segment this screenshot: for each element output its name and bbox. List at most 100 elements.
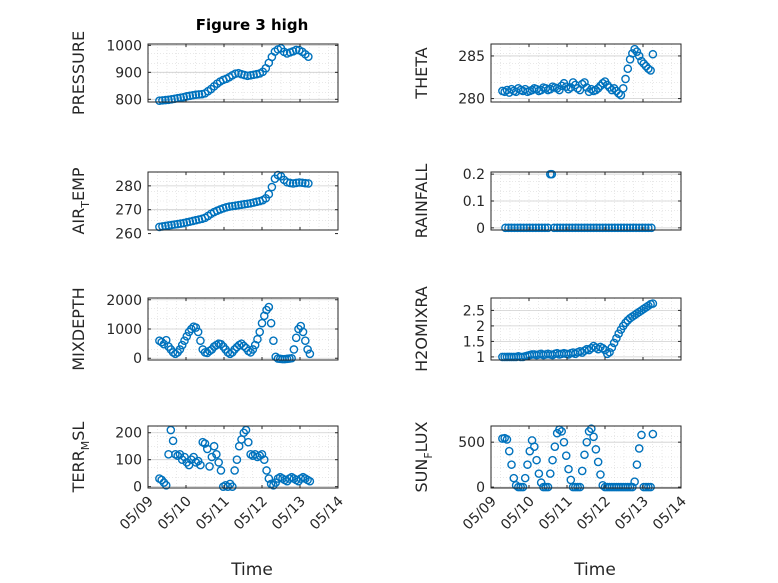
data-point (602, 349, 612, 359)
data-point (646, 482, 655, 492)
data-point (175, 450, 185, 459)
x-axis-label-left: Time (230, 560, 273, 580)
data-point (566, 475, 576, 485)
data-point (525, 446, 535, 456)
data-point (269, 481, 278, 490)
data-point (589, 223, 598, 233)
y-axis-label: THETA (412, 47, 431, 99)
data-point (621, 318, 630, 328)
axes-box (490, 425, 682, 489)
x-tick-label: 05/10 (155, 494, 195, 534)
data-point (573, 84, 582, 93)
data-point (593, 84, 603, 93)
data-point (550, 442, 560, 451)
data-point (582, 437, 592, 447)
y-tick-label: 0.2 (463, 167, 485, 183)
data-point (516, 223, 525, 233)
x-tick-label: 05/10 (498, 494, 538, 534)
data-point (557, 81, 566, 91)
data-point (593, 457, 603, 467)
data-point (609, 84, 619, 93)
x-tick-label: 05/12 (231, 494, 271, 534)
data-point (530, 442, 539, 451)
data-point (630, 477, 639, 487)
data-point (291, 333, 301, 343)
data-point (157, 475, 166, 485)
data-point (621, 74, 630, 84)
data-point (182, 458, 192, 467)
data-point (209, 441, 219, 451)
data-point (605, 347, 614, 357)
data-point (598, 343, 608, 353)
data-point (637, 430, 646, 440)
x-tick-label: 05/09 (460, 494, 500, 534)
data-point (513, 223, 522, 233)
y-axis-label: H2OMIXRA (412, 286, 431, 372)
data-point (159, 478, 169, 487)
data-point (582, 83, 592, 92)
data-point (509, 473, 519, 483)
data-point (580, 223, 589, 233)
data-point (555, 85, 564, 95)
data-point (561, 82, 571, 91)
y-tick-label: 100 (115, 453, 142, 469)
data-point (305, 349, 315, 359)
data-point (194, 90, 204, 99)
data-point (616, 90, 626, 100)
data-point (583, 223, 592, 233)
data-point (207, 452, 217, 462)
axes-box (490, 43, 682, 103)
data-point (605, 83, 614, 92)
data-point (304, 52, 313, 61)
data-point (561, 223, 571, 233)
y-tick-label: 1000 (106, 38, 142, 54)
axes-box (147, 425, 339, 489)
data-point (285, 178, 295, 188)
data-point (182, 332, 192, 341)
data-point (230, 345, 239, 354)
y-tick-label: 2.5 (463, 303, 485, 319)
data-point (628, 482, 637, 492)
y-tick-label: 200 (115, 426, 142, 442)
data-point (577, 223, 586, 233)
data-point (237, 339, 246, 348)
data-point (267, 182, 277, 192)
y-tick-label: 0 (476, 480, 485, 496)
data-point (161, 95, 170, 105)
data-point (598, 223, 608, 233)
data-point (646, 66, 655, 75)
data-point (180, 336, 189, 345)
data-point (257, 318, 267, 328)
data-point (518, 482, 528, 492)
data-point (167, 220, 176, 230)
data-point (239, 341, 249, 351)
data-point (628, 223, 638, 233)
data-point (501, 223, 510, 233)
data-point (602, 80, 612, 90)
data-point (543, 482, 553, 492)
data-point (634, 444, 644, 453)
data-point (158, 96, 167, 105)
data-point (644, 301, 653, 311)
data-point (564, 223, 574, 233)
data-point (559, 437, 569, 447)
data-point (161, 481, 171, 490)
data-point (164, 450, 173, 459)
y-tick-label: 260 (115, 227, 142, 243)
data-point (230, 466, 239, 475)
data-point (618, 84, 628, 93)
data-point (264, 189, 274, 199)
y-tick-label: 1 (476, 350, 485, 366)
data-point (634, 51, 644, 61)
data-point (216, 466, 226, 475)
y-tick-label: 800 (115, 92, 142, 108)
data-point (557, 427, 566, 436)
data-point (552, 84, 562, 93)
data-point (504, 446, 514, 456)
data-point (519, 223, 528, 233)
x-tick-label: 05/13 (612, 494, 652, 534)
y-axis-label: AIRTEMP (69, 167, 92, 234)
data-point (196, 336, 205, 345)
